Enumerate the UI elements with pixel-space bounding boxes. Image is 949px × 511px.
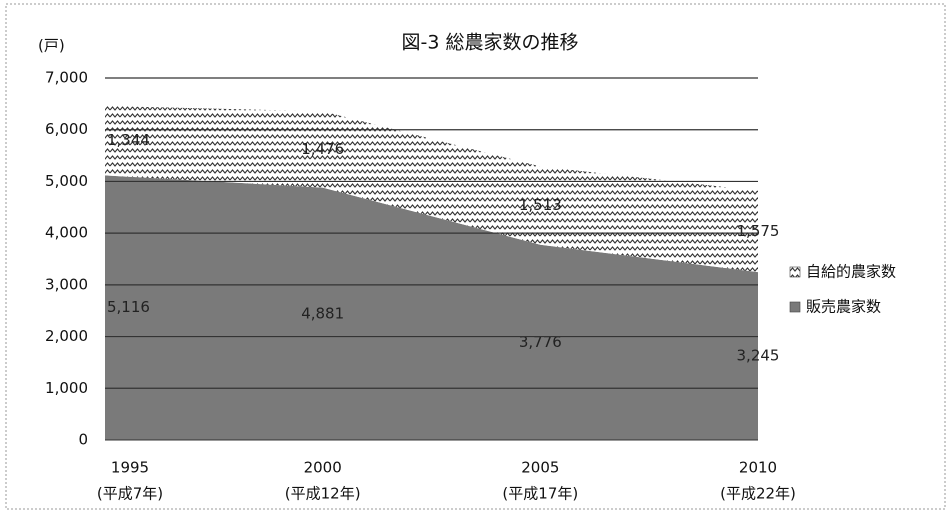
data-label: 5,116 (107, 298, 150, 316)
y-tick-label: 1,000 (45, 379, 88, 397)
x-tick-label: 2005 (521, 459, 559, 477)
x-tick-label: (平成7年) (97, 485, 163, 503)
data-label: 1,575 (737, 222, 780, 240)
y-tick-label: 7,000 (45, 69, 88, 87)
x-tick-label: (平成22年) (720, 485, 796, 503)
y-tick-label: 6,000 (45, 120, 88, 138)
y-tick-label: 4,000 (45, 224, 88, 242)
data-label: 1,476 (301, 140, 344, 158)
x-tick-label: (平成17年) (502, 485, 578, 503)
y-tick-label: 2,000 (45, 327, 88, 345)
legend-label: 自給的農家数 (806, 263, 896, 281)
area (105, 105, 758, 273)
x-tick-label: 1995 (111, 459, 149, 477)
y-tick-label: 3,000 (45, 275, 88, 293)
data-label: 3,776 (519, 333, 562, 351)
data-label: 3,245 (737, 347, 780, 365)
x-tick-label: 2010 (739, 459, 777, 477)
chart-title: 図-3 総農家数の推移 (402, 32, 579, 54)
y-axis-label: (戸) (38, 37, 65, 55)
data-label: 4,881 (301, 304, 344, 322)
x-tick-label: 2000 (304, 459, 342, 477)
y-tick-label: 0 (78, 431, 88, 449)
data-label: 1,344 (107, 131, 150, 149)
x-tick-label: (平成12年) (285, 485, 361, 503)
y-tick-label: 5,000 (45, 172, 88, 190)
area (105, 175, 758, 440)
legend-swatch (789, 301, 801, 313)
legend-swatch (789, 266, 801, 278)
legend-label: 販売農家数 (806, 298, 881, 316)
data-label: 1,513 (519, 196, 562, 214)
